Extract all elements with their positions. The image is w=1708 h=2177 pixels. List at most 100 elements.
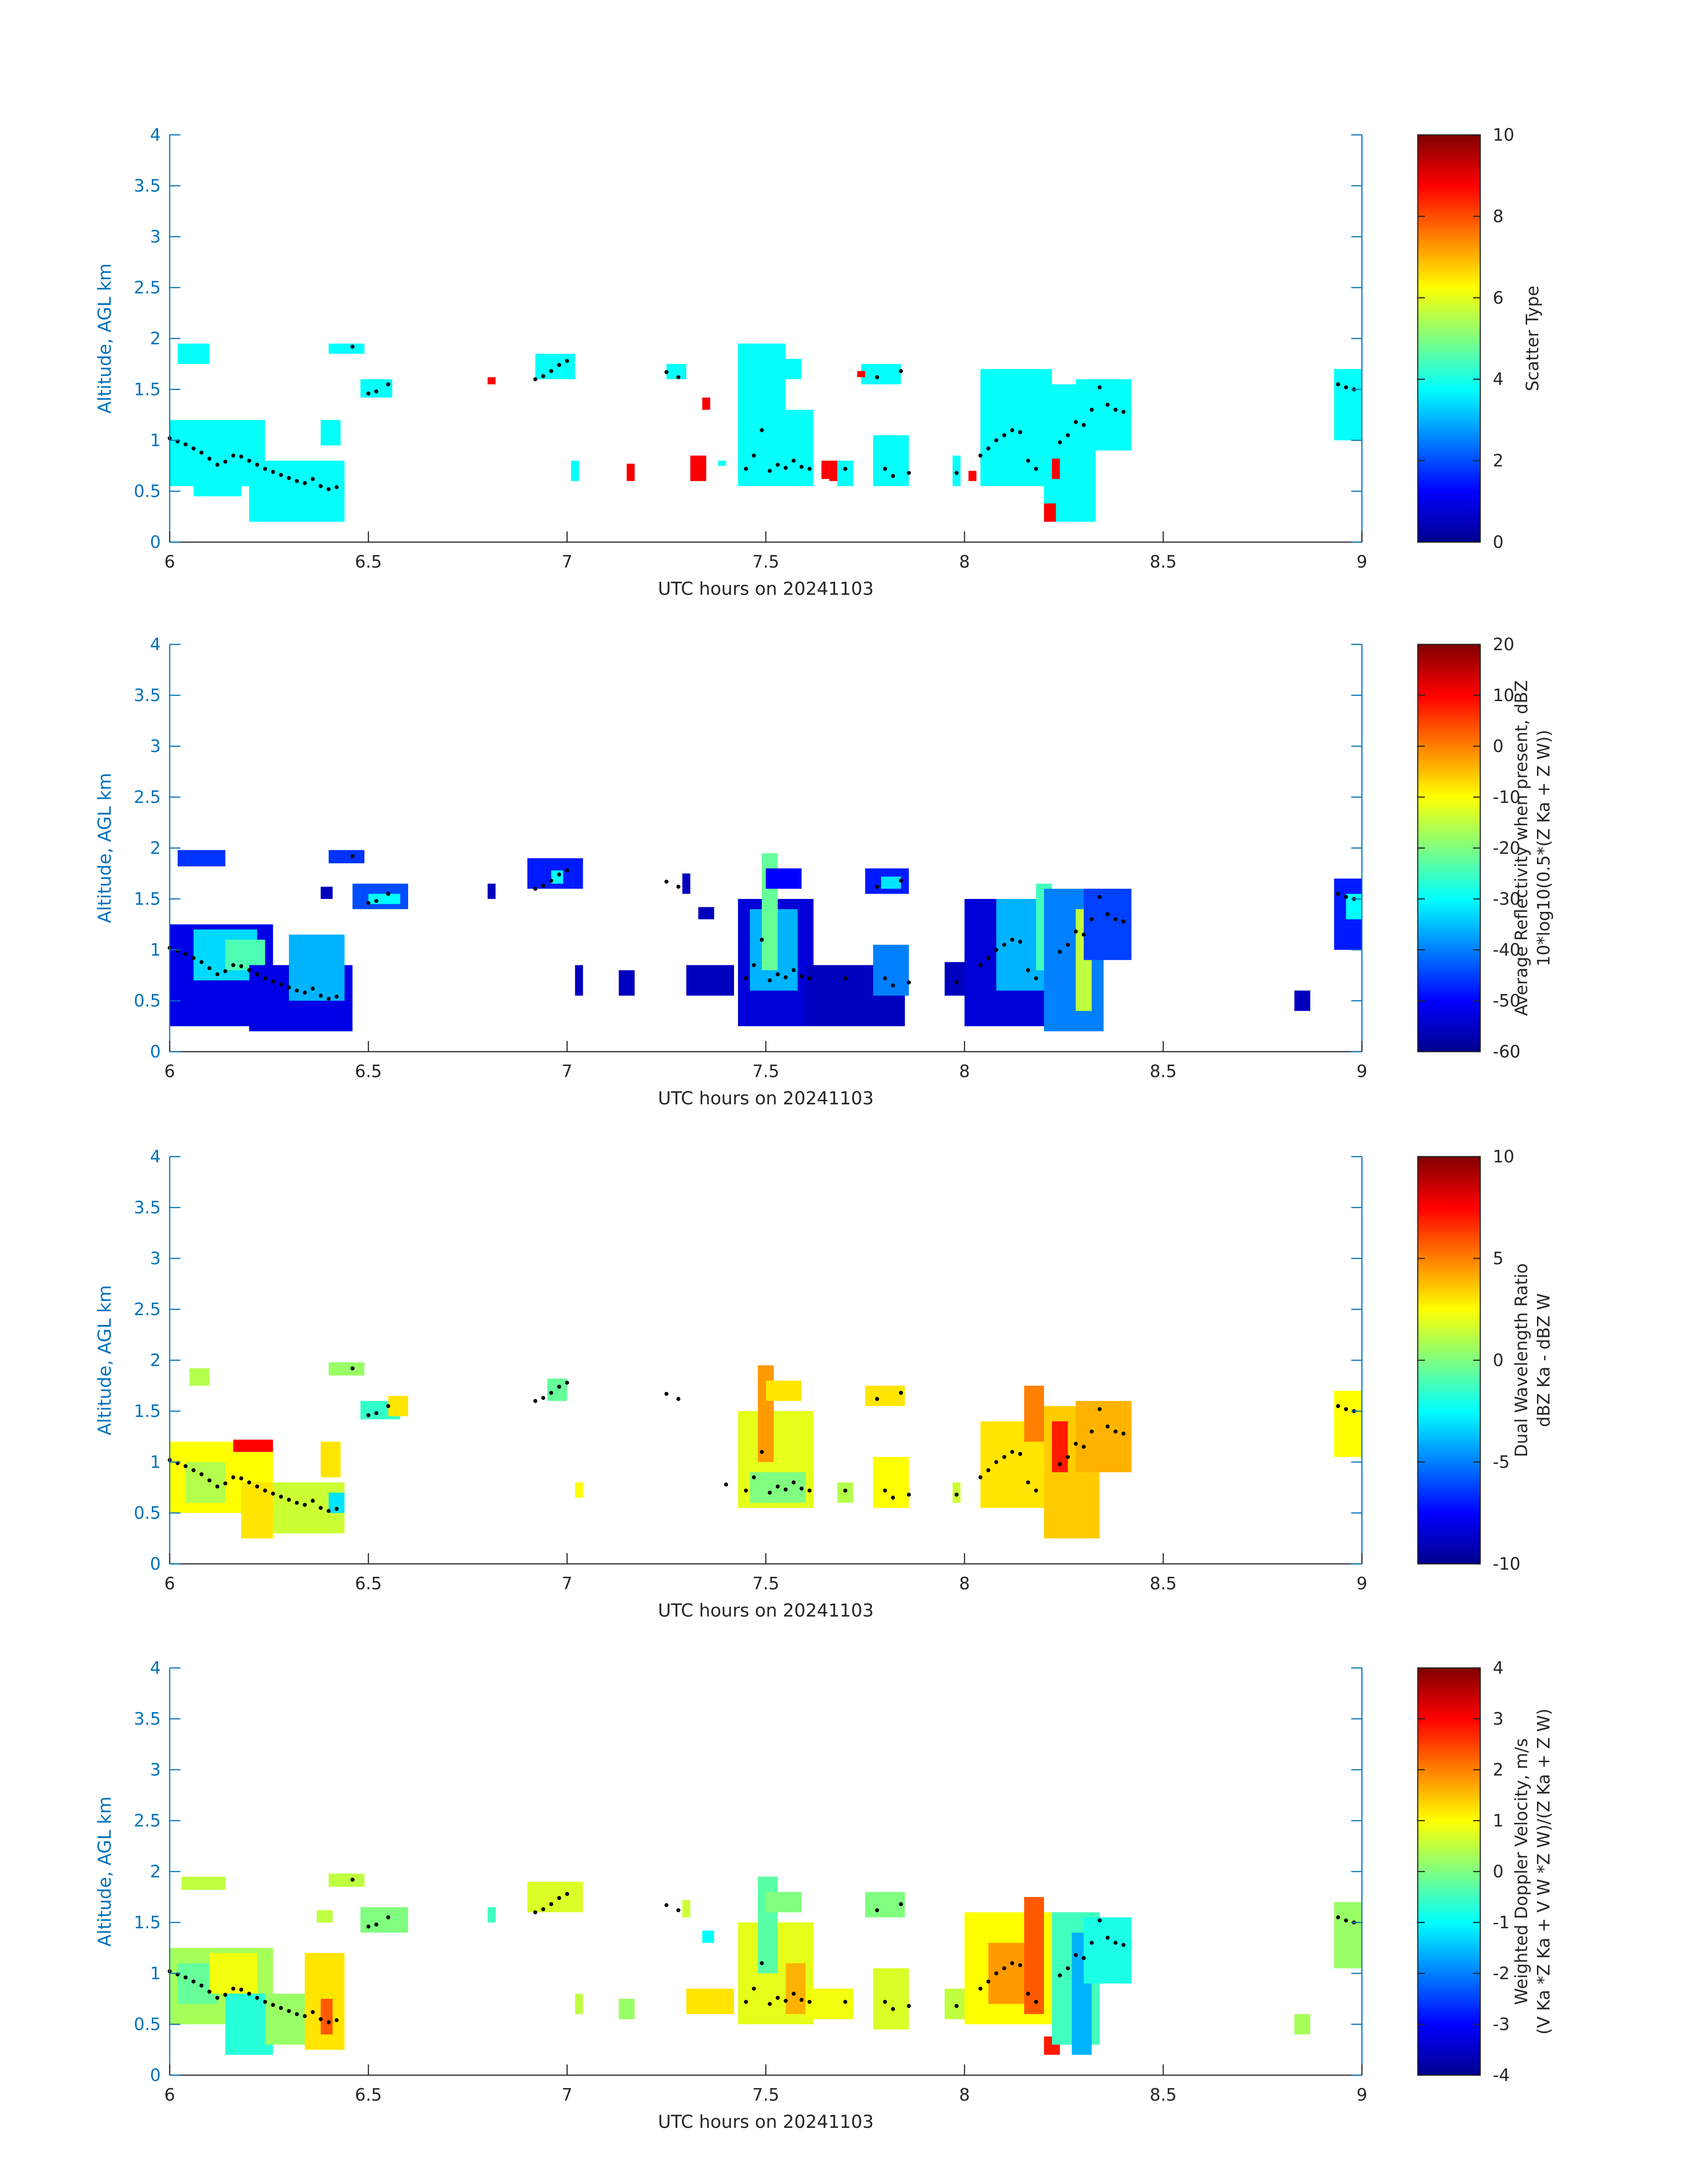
y-tick-label: 1.5 (134, 1913, 161, 1932)
track-dot-2 (184, 952, 188, 956)
track-dot-34 (752, 963, 756, 967)
data-cell-16 (698, 907, 714, 919)
colorbar-tick-label: 4 (1493, 1658, 1503, 1678)
track-dot-61 (1090, 408, 1094, 412)
track-dot-63 (1105, 402, 1110, 407)
data-cell-3 (233, 1439, 273, 1452)
track-dot-40 (791, 1480, 796, 1485)
track-dot-55 (1018, 1452, 1023, 1456)
track-dot-6 (215, 1484, 220, 1489)
track-dot-19 (318, 2017, 323, 2022)
track-dot-46 (899, 878, 903, 883)
track-dot-54 (1010, 1450, 1015, 1454)
data-cell-13 (718, 460, 726, 466)
track-dot-32 (676, 375, 681, 380)
track-dot-11 (255, 972, 259, 977)
data-cell-22 (488, 377, 496, 384)
track-dot-18 (310, 2010, 315, 2014)
y-tick-label: 3.5 (134, 176, 161, 196)
track-dot-30 (565, 1380, 569, 1385)
track-dot-38 (784, 466, 788, 470)
track-dot-51 (994, 438, 998, 443)
y-tick-label: 3 (150, 1249, 161, 1268)
track-dot-12 (263, 2000, 267, 2004)
track-dot-47 (906, 980, 911, 985)
track-dot-2 (184, 1464, 188, 1468)
track-dot-28 (549, 1902, 553, 1906)
data-cells (170, 1362, 1362, 1538)
track-dot-38 (784, 1999, 788, 2003)
track-dot-51 (994, 1971, 998, 1976)
track-dot-21 (334, 2018, 339, 2022)
track-dot-49 (954, 1492, 959, 1497)
colorbar-tick-label: -40 (1493, 940, 1520, 960)
track-dot-5 (207, 1478, 212, 1483)
data-cell-19 (758, 1876, 778, 1973)
data-cell-25 (702, 397, 710, 410)
track-dot-39 (791, 968, 796, 973)
colorbar-tick-label: 1 (1493, 1811, 1503, 1830)
y-tick-label: 0 (150, 532, 161, 552)
y-tick-label: 0.5 (134, 991, 161, 1011)
track-dot-21 (334, 994, 339, 999)
x-tick-label: 9 (1357, 2085, 1367, 2105)
x-tick-label: 9 (1357, 552, 1367, 572)
track-dot-41 (799, 1486, 804, 1491)
track-dot-8 (231, 453, 235, 458)
track-dot-20 (326, 2020, 331, 2024)
track-dot-61 (1090, 917, 1094, 922)
data-cell-20 (952, 1482, 961, 1503)
track-dot-35 (760, 937, 764, 942)
colorbar-tick-label: 10 (1493, 125, 1514, 145)
track-dot-8 (231, 1475, 235, 1479)
track-dot-43 (875, 1908, 879, 1913)
track-dot-67 (1336, 1404, 1341, 1408)
track-dot-33 (724, 1482, 728, 1487)
track-dot-6 (215, 463, 220, 467)
x-tick-label: 9 (1357, 1574, 1367, 1593)
track-dot-39 (791, 459, 796, 463)
track-dot-43 (843, 1488, 848, 1493)
panel-2: 0 0.5 1 1.5 2 2.5 3 3.5 4 6 6.5 7 7.5 8 8.5 9 UTC hours … (95, 635, 1553, 1109)
x-tick-label: 6 (164, 552, 175, 572)
data-cells (170, 1873, 1362, 2055)
track-dot-54 (1018, 430, 1023, 435)
track-dot-16 (295, 479, 299, 483)
track-dot-37 (776, 463, 780, 467)
track-dot-66 (1336, 382, 1341, 387)
track-dot-6 (215, 1996, 220, 2000)
track-dot-35 (760, 428, 764, 432)
data-cell-2 (241, 1482, 273, 1538)
x-tick-label: 7.5 (752, 1574, 779, 1593)
track-dot-30 (565, 1892, 569, 1896)
x-axis-label: UTC hours on 20241103 (658, 2112, 873, 2132)
data-cell-7 (189, 1368, 209, 1386)
track-dot-27 (541, 374, 546, 378)
track-dot-38 (784, 975, 788, 980)
track-dot-60 (1073, 1442, 1078, 1446)
data-cell-21 (785, 1963, 806, 2014)
track-dot-34 (744, 1488, 748, 1493)
x-tick-label: 8.5 (1150, 552, 1177, 572)
y-tick-label: 2.5 (134, 1811, 161, 1830)
x-tick-label: 8 (959, 2085, 970, 2105)
track-dot-11 (255, 463, 259, 467)
x-tick-label: 7 (562, 552, 572, 572)
track-dot-49 (978, 453, 983, 458)
colorbar-tick-label: -30 (1493, 889, 1520, 909)
track-dot-3 (191, 1468, 196, 1472)
track-dot-40 (799, 974, 804, 978)
data-cell-21 (1334, 369, 1362, 440)
data-cell-12 (551, 870, 564, 884)
colorbar-scale (1417, 643, 1481, 1053)
track-dot-46 (891, 1496, 895, 1500)
track-dot-40 (799, 464, 804, 469)
data-cell-20 (766, 1892, 802, 1913)
colorbar-label: Scatter Type (1523, 286, 1542, 391)
data-cell-11 (766, 359, 802, 380)
track-dot-58 (1058, 1462, 1062, 1467)
data-cell-5 (177, 850, 226, 867)
data-cell-16 (702, 1930, 714, 1943)
track-dot-59 (1073, 1953, 1078, 1957)
track-dot-30 (565, 868, 569, 873)
